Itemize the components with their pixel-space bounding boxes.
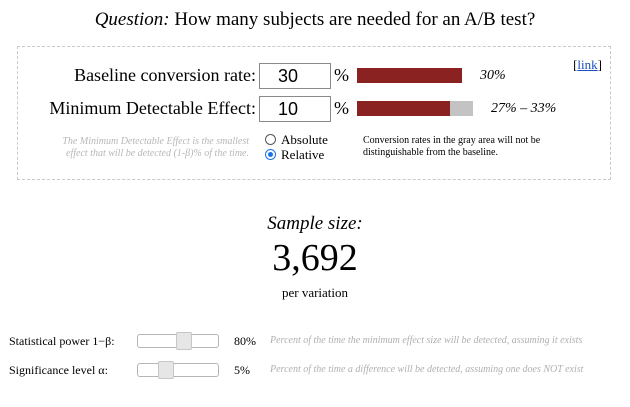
radio-relative-circle[interactable] — [265, 149, 276, 160]
baseline-input[interactable]: 30 — [259, 63, 331, 89]
mde-bar — [357, 101, 630, 116]
radio-relative-label: Relative — [281, 147, 325, 162]
radio-absolute[interactable]: Absolute — [265, 132, 328, 147]
baseline-bar-fill — [357, 68, 462, 83]
mde-bar-range — [450, 101, 473, 116]
mde-unit: % — [334, 98, 349, 118]
baseline-bar-text: 30% — [480, 68, 506, 83]
power-slider[interactable] — [137, 332, 219, 350]
gray-area-note: Conversion rates in the gray area will n… — [363, 135, 541, 158]
link-bracket-open: [ — [573, 57, 578, 72]
radio-absolute-circle[interactable] — [265, 134, 276, 145]
page-title: Question: How many subjects are needed f… — [0, 8, 630, 32]
power-slider-thumb[interactable] — [176, 332, 192, 350]
significance-label: Significance level α: — [9, 363, 108, 377]
mde-input[interactable]: 10 — [259, 96, 331, 122]
power-label: Statistical power 1−β: — [9, 334, 115, 348]
radio-relative[interactable]: Relative — [265, 147, 324, 162]
mde-bar-fill — [357, 101, 473, 116]
link[interactable]: link — [577, 57, 598, 72]
power-description: Percent of the time the minimum effect s… — [270, 335, 583, 346]
sample-size-label: Sample size: — [267, 213, 363, 234]
significance-value: 5% — [234, 363, 250, 377]
mde-label: Minimum Detectable Effect: — [49, 98, 256, 118]
power-value: 80% — [234, 334, 256, 348]
input-panel: [link] Baseline conversion rate: 30 % 30… — [17, 46, 611, 180]
baseline-unit: % — [334, 65, 349, 85]
mde-help-text: The Minimum Detectable Effect is the sma… — [62, 136, 249, 159]
link-wrapper: [link] — [573, 57, 602, 73]
significance-slider-thumb[interactable] — [158, 361, 174, 379]
radio-absolute-label: Absolute — [281, 132, 328, 147]
question-text: How many subjects are needed for an A/B … — [169, 9, 536, 30]
baseline-label: Baseline conversion rate: — [74, 65, 256, 85]
sample-size-unit: per variation — [281, 285, 349, 300]
baseline-bar — [357, 68, 630, 83]
significance-slider[interactable] — [137, 361, 219, 379]
question-label: Question: — [94, 9, 170, 30]
link-bracket-close: ] — [597, 57, 602, 72]
sample-size-value: 3,692 — [272, 237, 358, 279]
mde-bar-text: 27% – 33% — [491, 101, 557, 116]
significance-description: Percent of the time a difference will be… — [270, 364, 584, 375]
